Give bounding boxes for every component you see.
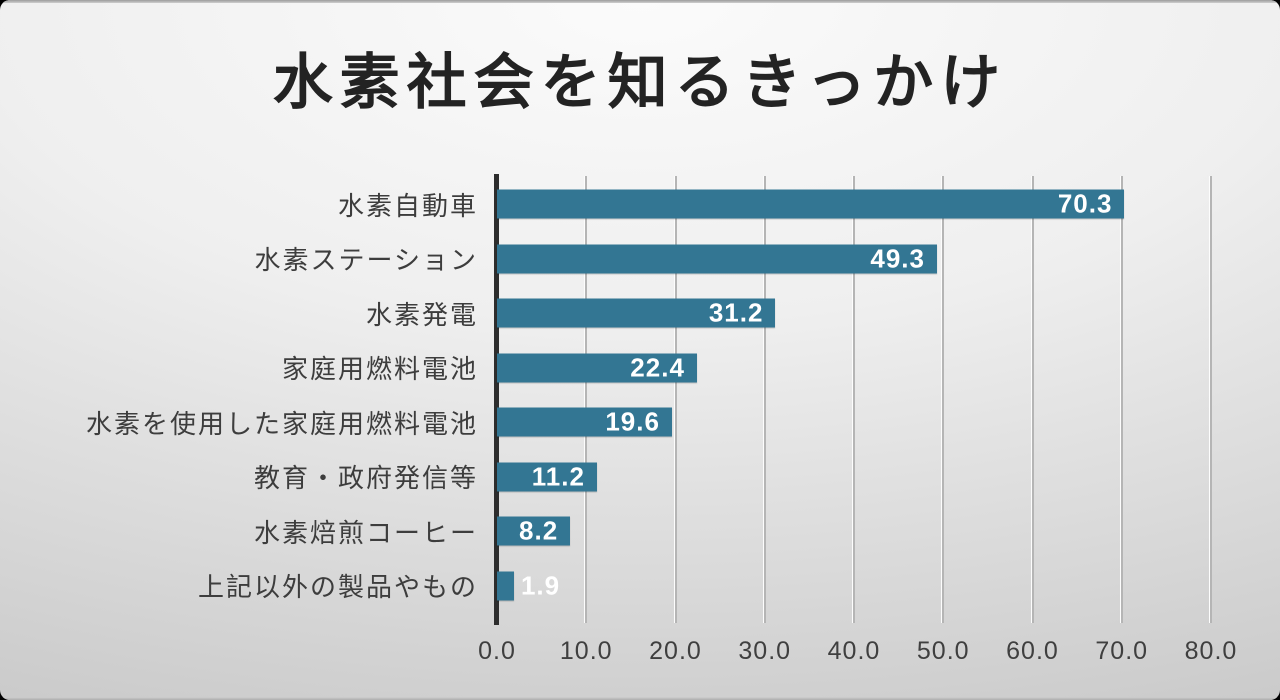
x-tick-label: 20.0 xyxy=(649,637,702,665)
bar-row: 水素自動車 70.3 xyxy=(0,177,1211,232)
x-tick-label: 50.0 xyxy=(916,637,970,665)
value-label: 22.4 xyxy=(630,352,685,383)
x-tick-label: 80.0 xyxy=(1184,637,1238,665)
value-label: 70.3 xyxy=(1057,188,1113,219)
bar: 70.3 xyxy=(497,188,1125,219)
value-label: 1.9 xyxy=(520,570,561,601)
bar-track: 49.3 xyxy=(497,232,1211,287)
bar-row: 教育・政府発信等 11.2 xyxy=(0,450,1211,505)
x-tick-label: 10.0 xyxy=(559,637,613,665)
category-label: 教育・政府発信等 xyxy=(253,463,478,494)
bar-chart: 水素自動車 70.3 水素ステーション 49.3 水素発電 31.2 家庭用燃料電池 22.4… xyxy=(0,177,1211,613)
category-label: 家庭用燃料電池 xyxy=(281,354,478,385)
bar-track: 31.2 xyxy=(497,286,1211,341)
bar-track: 8.2 xyxy=(497,504,1211,559)
plot-area xyxy=(494,174,1212,625)
bar: 11.2 xyxy=(497,461,597,492)
bar: 31.2 xyxy=(497,297,776,328)
gridline xyxy=(1209,176,1212,623)
category-label: 水素を使用した家庭用燃料電池 xyxy=(85,408,478,439)
x-axis-ticks: 0.0 10.0 20.0 30.0 40.0 50.0 60.0 70.0 80.0 xyxy=(0,637,1280,671)
gridline xyxy=(1030,176,1034,623)
value-label: 31.2 xyxy=(708,297,764,328)
x-tick-label: 0.0 xyxy=(478,637,516,665)
bar-row: 上記以外の製品やもの 1.9 xyxy=(0,559,1211,614)
gridline xyxy=(762,176,766,623)
bar: 19.6 xyxy=(497,406,672,437)
value-label: 8.2 xyxy=(519,515,559,546)
x-tick-label: 70.0 xyxy=(1095,637,1149,665)
gridline xyxy=(941,176,945,623)
category-label: 水素自動車 xyxy=(337,190,478,221)
bar: 8.2 xyxy=(497,515,571,546)
category-label: 水素ステーション xyxy=(254,245,478,276)
x-tick-label: 30.0 xyxy=(738,637,792,665)
bar-row: 水素ステーション 49.3 xyxy=(0,232,1211,287)
value-label: 49.3 xyxy=(870,243,925,274)
category-label: 上記以外の製品やもの xyxy=(197,572,478,603)
gridline xyxy=(584,176,588,623)
value-label: 19.6 xyxy=(605,406,660,437)
category-label: 水素焙煎コーヒー xyxy=(253,517,478,548)
bar-track: 22.4 xyxy=(497,341,1211,396)
bar: 49.3 xyxy=(497,243,937,274)
page-title: 水素社会を知るきっかけ xyxy=(272,49,1008,116)
bar-row: 家庭用燃料電池 22.4 xyxy=(0,341,1211,396)
bar-track: 70.3 xyxy=(497,177,1211,232)
value-label: 11.2 xyxy=(531,461,585,492)
bar-row: 水素を使用した家庭用燃料電池 19.6 xyxy=(0,395,1211,450)
gridline xyxy=(673,176,677,623)
bar-track: 1.9 xyxy=(497,559,1211,614)
x-tick-label: 40.0 xyxy=(827,637,881,665)
bar-track: 19.6 xyxy=(497,395,1211,450)
gridline xyxy=(852,176,855,623)
bar-row: 水素焙煎コーヒー 8.2 xyxy=(0,504,1211,559)
bar xyxy=(497,571,514,601)
gridline xyxy=(1119,176,1123,623)
bar: 22.4 xyxy=(497,352,697,383)
y-axis-line xyxy=(494,174,499,625)
bar-row: 水素発電 31.2 xyxy=(0,286,1211,341)
category-label: 水素発電 xyxy=(365,299,478,330)
bar-track: 11.2 xyxy=(497,450,1211,505)
x-tick-label: 60.0 xyxy=(1006,637,1059,665)
